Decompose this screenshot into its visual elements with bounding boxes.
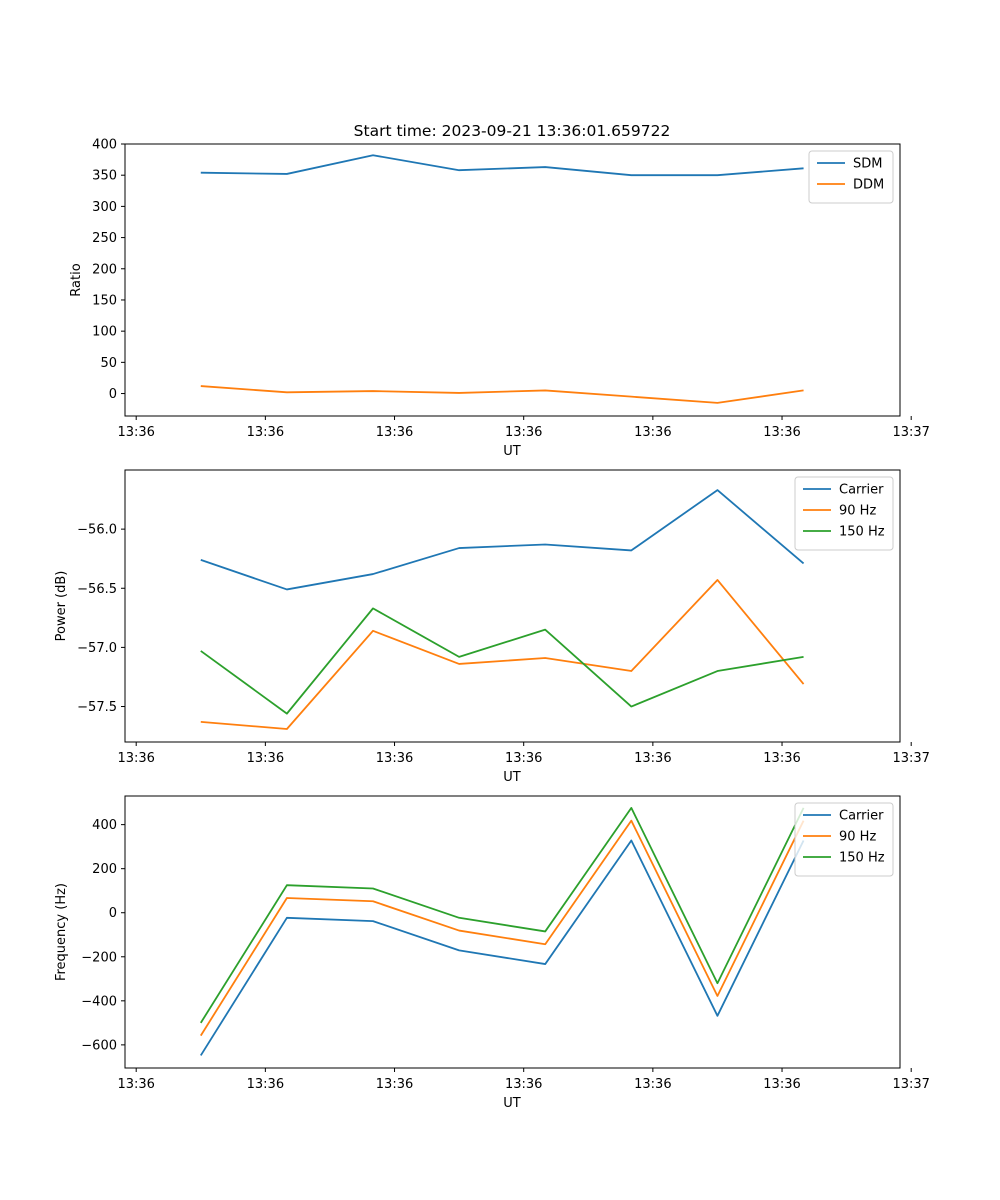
series-line-carrier	[200, 839, 805, 1056]
y-axis-label: Power (dB)	[54, 571, 69, 642]
x-tick-label: 13:36	[376, 1077, 413, 1092]
x-tick-label: 13:36	[117, 1077, 154, 1092]
x-tick-label: 13:36	[634, 751, 671, 766]
x-tick-label: 13:36	[117, 751, 154, 766]
y-tick-label: 400	[92, 818, 117, 833]
y-tick-label: −57.0	[77, 641, 117, 656]
panel-frequency: 13:36 13:36 13:36 13:36 13:36 13:36 13:37 −600 −…	[54, 795, 930, 1111]
legend: Carrier 90 Hz 150 Hz	[794, 476, 894, 551]
y-tick-label: −57.5	[77, 700, 117, 715]
legend-label: 90 Hz	[839, 504, 876, 519]
x-tick-label: 13:36	[763, 751, 800, 766]
x-tick-label: 13:36	[505, 1077, 542, 1092]
y-tick-label: −600	[81, 1038, 117, 1053]
axes-frame	[124, 469, 901, 743]
x-axis-label: UT	[503, 770, 521, 785]
y-tick-label: 200	[92, 262, 117, 277]
series-line-ddm	[200, 385, 804, 404]
y-tick-label: 250	[92, 231, 117, 246]
y-tick-label: 400	[92, 138, 117, 153]
x-axis-label: UT	[503, 444, 521, 459]
legend: SDM DDM	[808, 150, 894, 204]
chart-panels: 13:36 13:36 13:36 13:36 13:36 13:36 13:37 0 50 10…	[54, 138, 930, 1112]
y-axis-label: Frequency (Hz)	[54, 883, 69, 981]
legend-label: Carrier	[839, 483, 884, 498]
axes-frame	[124, 143, 901, 417]
x-tick-label: 13:37	[892, 425, 929, 440]
y-tick-label: 50	[100, 356, 117, 371]
x-tick-label: 13:36	[117, 425, 154, 440]
x-tick-label: 13:36	[247, 751, 284, 766]
legend-label: Carrier	[839, 809, 884, 824]
x-tick-label: 13:36	[376, 425, 413, 440]
x-tick-label: 13:36	[247, 1077, 284, 1092]
series-line-90-hz	[200, 819, 805, 1037]
y-tick-label: 0	[109, 387, 117, 402]
figure-title: Start time: 2023-09-21 13:36:01.659722	[354, 122, 671, 140]
x-tick-label: 13:37	[892, 1077, 929, 1092]
legend-box	[808, 150, 894, 204]
x-tick-label: 13:37	[892, 751, 929, 766]
panel-ratio: 13:36 13:36 13:36 13:36 13:36 13:36 13:37 0 50 10…	[69, 138, 930, 460]
series-line-150-hz	[200, 806, 805, 1024]
panel-power: 13:36 13:36 13:36 13:36 13:36 13:36 13:37 −57.5…	[54, 469, 930, 785]
x-axis-label: UT	[503, 1096, 521, 1111]
legend: Carrier 90 Hz 150 Hz	[794, 802, 894, 877]
axes-frame	[124, 795, 901, 1069]
y-tick-label: 150	[92, 293, 117, 308]
y-tick-label: 300	[92, 200, 117, 215]
y-axis-label: Ratio	[69, 263, 84, 296]
legend-label: 150 Hz	[839, 851, 885, 866]
y-tick-label: −400	[81, 994, 117, 1009]
x-tick-label: 13:36	[505, 425, 542, 440]
series-line-sdm	[200, 154, 804, 177]
x-tick-label: 13:36	[634, 425, 671, 440]
y-tick-label: 0	[109, 906, 117, 921]
y-tick-label: 100	[92, 325, 117, 340]
x-tick-label: 13:36	[763, 425, 800, 440]
x-tick-label: 13:36	[247, 425, 284, 440]
legend-label: SDM	[853, 157, 882, 172]
series-line-carrier	[200, 489, 805, 591]
y-tick-label: 350	[92, 169, 117, 184]
y-tick-label: 200	[92, 862, 117, 877]
legend-label: 90 Hz	[839, 830, 876, 845]
series-line-90-hz	[200, 579, 805, 730]
series-line-150-hz	[200, 607, 804, 715]
legend-label: DDM	[853, 178, 884, 193]
legend-label: 150 Hz	[839, 525, 885, 540]
x-tick-label: 13:36	[505, 751, 542, 766]
y-tick-label: −200	[81, 950, 117, 965]
y-tick-label: −56.5	[77, 582, 117, 597]
x-tick-label: 13:36	[376, 751, 413, 766]
y-tick-label: −56.0	[77, 523, 117, 538]
x-tick-label: 13:36	[634, 1077, 671, 1092]
x-tick-label: 13:36	[763, 1077, 800, 1092]
